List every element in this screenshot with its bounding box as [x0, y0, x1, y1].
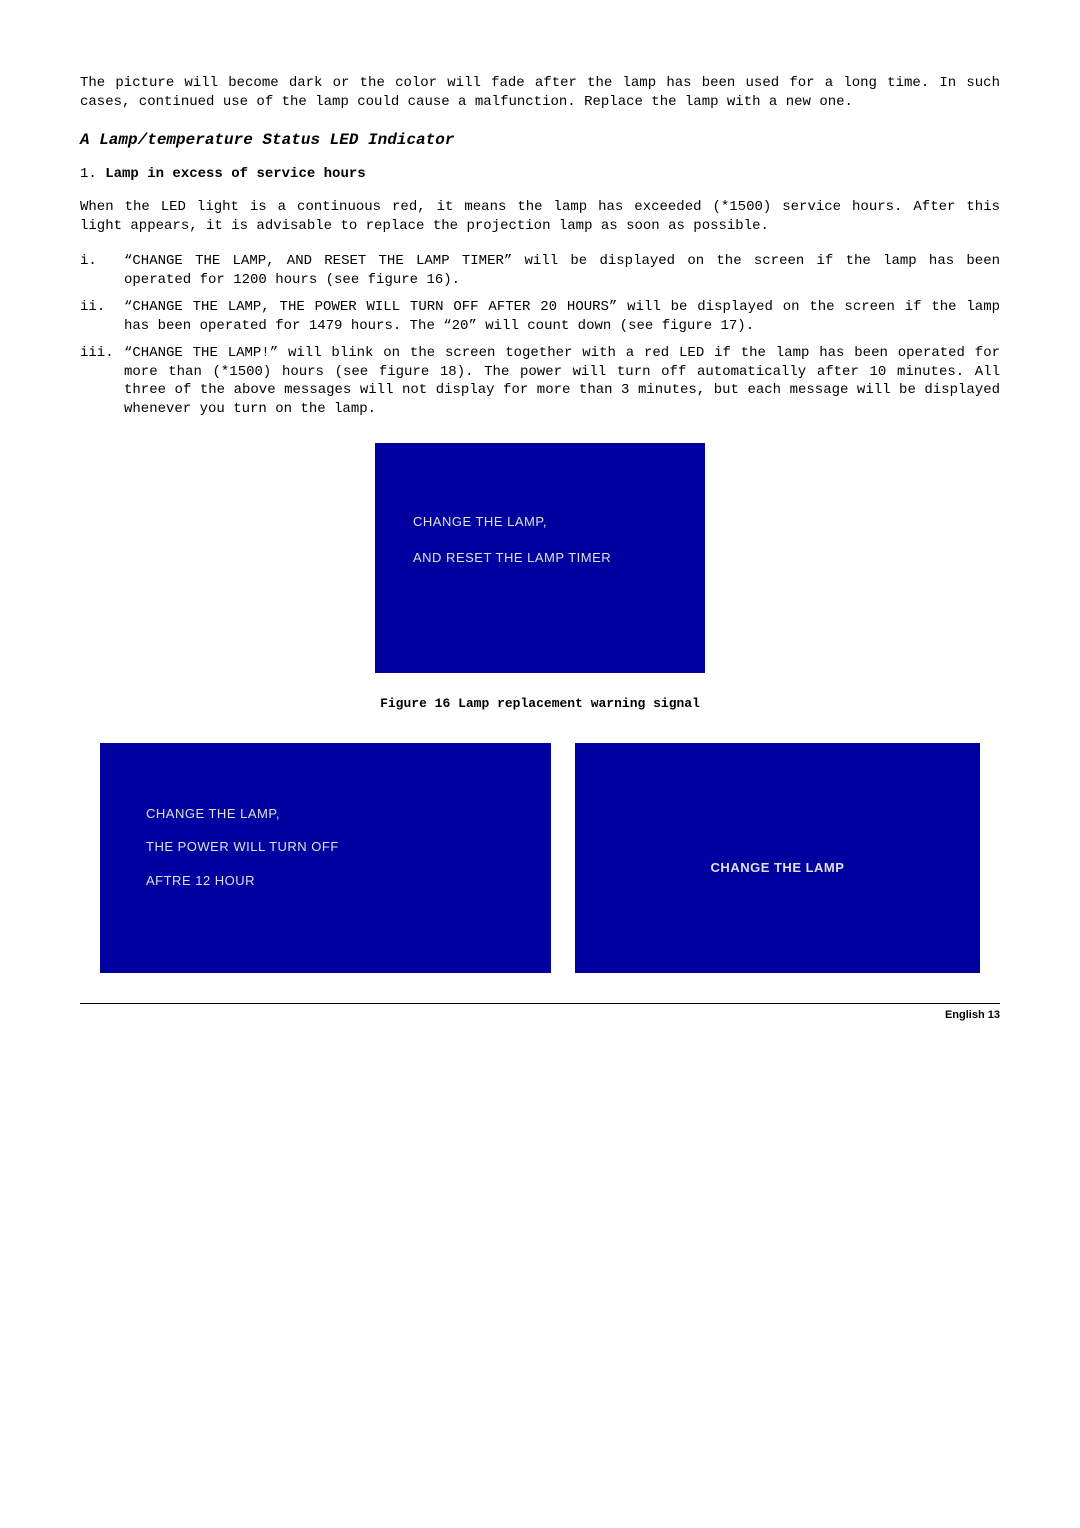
- list-item-number: iii.: [80, 344, 114, 363]
- section-heading: A Lamp/temperature Status LED Indicator: [80, 130, 1000, 152]
- figure-16-line1: CHANGE THE LAMP,: [413, 513, 705, 531]
- list-item: i. “CHANGE THE LAMP, AND RESET THE LAMP …: [80, 252, 1000, 290]
- figure-17-line1: CHANGE THE LAMP,: [146, 805, 551, 823]
- figure-18-text: CHANGE THE LAMP: [711, 839, 845, 877]
- intro-paragraph: The picture will become dark or the colo…: [80, 74, 1000, 112]
- numbered-list: i. “CHANGE THE LAMP, AND RESET THE LAMP …: [80, 252, 1000, 419]
- figure-17-screen: CHANGE THE LAMP, THE POWER WILL TURN OFF…: [100, 743, 551, 973]
- list-item-number: ii.: [80, 298, 105, 317]
- figure-16-screen: CHANGE THE LAMP, AND RESET THE LAMP TIME…: [375, 443, 705, 673]
- subheading-title: Lamp in excess of service hours: [105, 166, 365, 182]
- figure-16-caption: Figure 16 Lamp replacement warning signa…: [80, 695, 1000, 713]
- figure-16-wrapper: CHANGE THE LAMP, AND RESET THE LAMP TIME…: [80, 443, 1000, 673]
- figure-16-line2: AND RESET THE LAMP TIMER: [413, 549, 705, 567]
- footer-divider: [80, 1003, 1000, 1004]
- list-item: ii. “CHANGE THE LAMP, THE POWER WILL TUR…: [80, 298, 1000, 336]
- page-footer: English 13: [80, 1008, 1000, 1023]
- figure-17-line3: AFTRE 12 HOUR: [146, 872, 551, 890]
- list-item: iii. “CHANGE THE LAMP!” will blink on th…: [80, 344, 1000, 420]
- subheading: 1. Lamp in excess of service hours: [80, 165, 1000, 184]
- figure-18-screen: CHANGE THE LAMP: [575, 743, 980, 973]
- list-item-number: i.: [80, 252, 97, 271]
- list-item-text: “CHANGE THE LAMP!” will blink on the scr…: [124, 345, 1000, 418]
- list-item-text: “CHANGE THE LAMP, THE POWER WILL TURN OF…: [124, 299, 1000, 334]
- list-item-text: “CHANGE THE LAMP, AND RESET THE LAMP TIM…: [124, 253, 1000, 288]
- figure-17-line2: THE POWER WILL TURN OFF: [146, 838, 551, 856]
- body-paragraph: When the LED light is a continuous red, …: [80, 198, 1000, 236]
- figure-row: CHANGE THE LAMP, THE POWER WILL TURN OFF…: [100, 743, 980, 973]
- subheading-number: 1.: [80, 166, 97, 182]
